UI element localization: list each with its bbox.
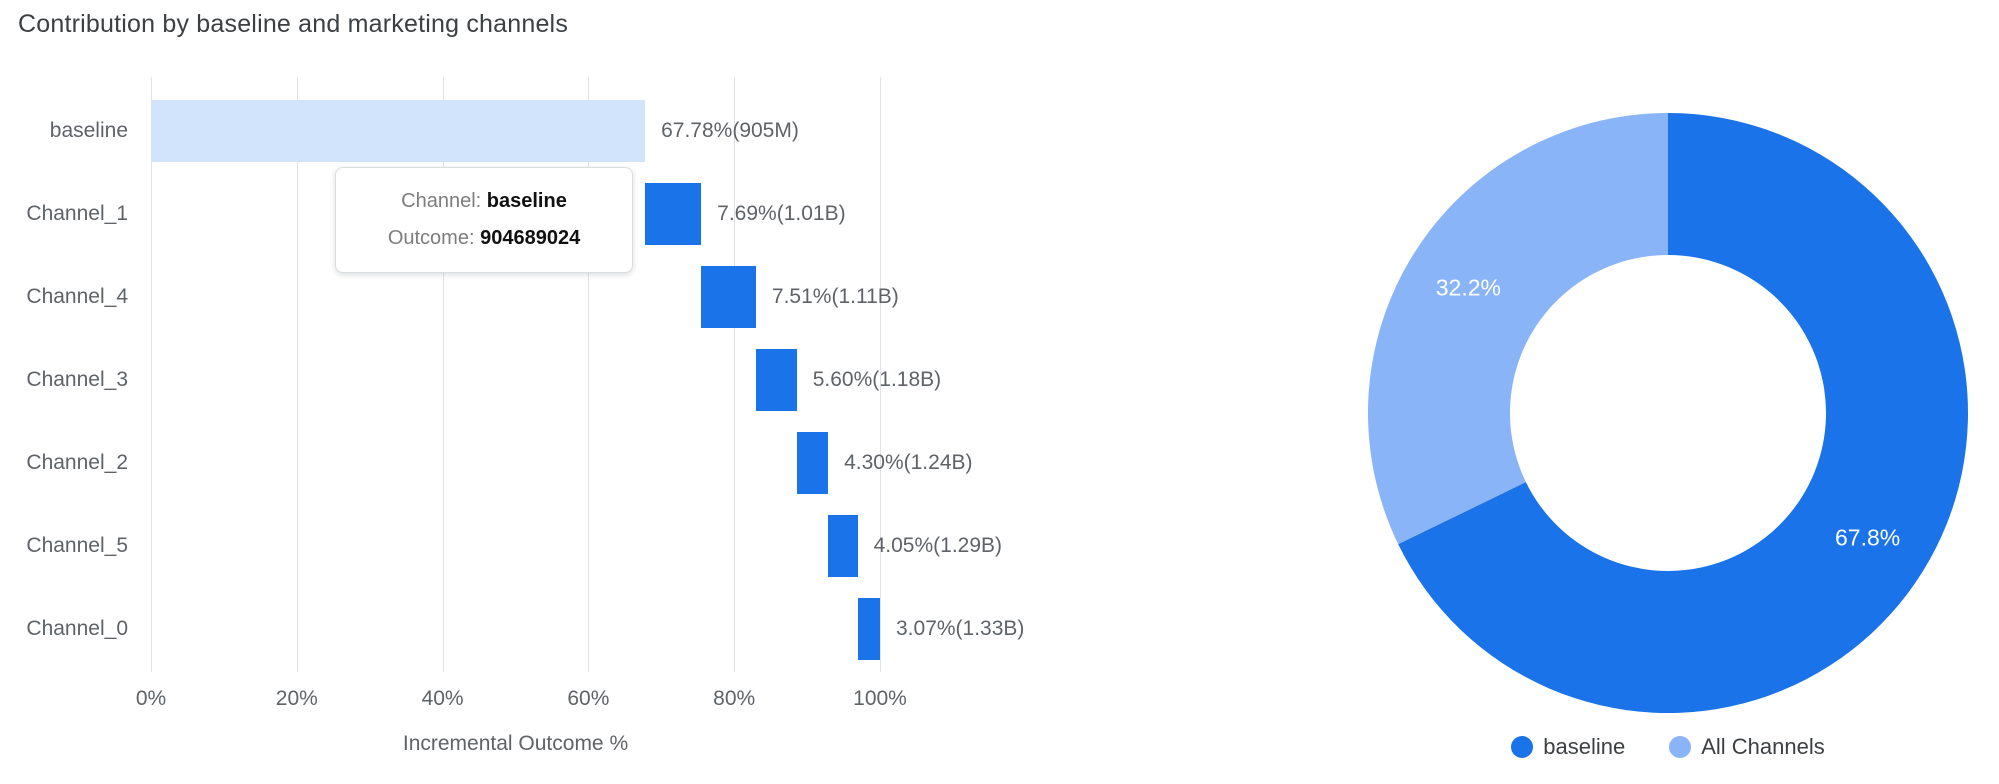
legend-item-all-channels[interactable]: All Channels xyxy=(1669,734,1825,760)
bar-category-label: Channel_1 xyxy=(26,202,128,225)
bar-category-label: Channel_4 xyxy=(26,285,128,308)
bar-category-label: Channel_2 xyxy=(26,451,128,474)
waterfall-bar-channel-1[interactable] xyxy=(645,183,702,245)
x-tick-label: 100% xyxy=(853,687,907,710)
x-tick-label: 40% xyxy=(421,687,464,710)
x-tick-label: 60% xyxy=(567,687,610,710)
page-title: Contribution by baseline and marketing c… xyxy=(18,10,569,38)
bar-value-label: 4.05%(1.29B) xyxy=(873,534,1003,557)
x-tick-label: 20% xyxy=(275,687,318,710)
donut-legend: baseline All Channels xyxy=(1348,730,1988,764)
waterfall-bar-chart: 0% 20% 40% 60% 80% 100% baseline 67.78%(905M) Ch… xyxy=(26,77,1025,710)
gridline xyxy=(734,77,736,672)
tooltip: Channel: baseline Outcome: 904689024 xyxy=(335,167,633,273)
donut-svg xyxy=(1368,113,1968,713)
legend-item-label: All Channels xyxy=(1701,734,1825,759)
waterfall-bar-channel-2[interactable] xyxy=(796,432,829,494)
x-axis-title: Incremental Outcome % xyxy=(402,732,629,755)
waterfall-bar-channel-0[interactable] xyxy=(857,598,880,660)
bar-category-label: Channel_3 xyxy=(26,368,128,391)
donut-slice-baseline[interactable] xyxy=(1398,113,1968,713)
tooltip-line-channel: Channel: baseline xyxy=(356,183,612,220)
donut-slice-label: 32.2% xyxy=(1435,274,1501,301)
legend-item-baseline[interactable]: baseline xyxy=(1511,734,1625,760)
gridline xyxy=(588,77,590,672)
gridline xyxy=(880,77,881,672)
legend-dot-icon xyxy=(1511,736,1534,758)
bar-category-label: baseline xyxy=(49,119,128,142)
x-tick-label: 0% xyxy=(135,687,167,710)
donut-chart: 67.8% 32.2% xyxy=(1348,93,1988,733)
waterfall-bar-baseline[interactable] xyxy=(151,100,646,162)
bar-value-label: 7.51%(1.11B) xyxy=(771,285,899,308)
gridline xyxy=(442,77,444,672)
tooltip-channel-label: Channel: xyxy=(401,190,482,212)
waterfall-bar-channel-4[interactable] xyxy=(701,266,756,328)
x-tick-label: 80% xyxy=(713,687,756,710)
bar-value-label: 5.60%(1.18B) xyxy=(812,368,942,391)
legend-dot-icon xyxy=(1669,736,1692,758)
tooltip-outcome-value: 904689024 xyxy=(480,227,581,249)
tooltip-channel-value: baseline xyxy=(486,190,567,212)
donut-slice-all-channels[interactable] xyxy=(1368,113,1668,545)
gridline xyxy=(151,77,152,672)
bar-value-label: 67.78%(905M) xyxy=(661,119,799,142)
waterfall-bar-channel-3[interactable] xyxy=(755,349,797,411)
bar-category-label: Channel_5 xyxy=(26,534,128,557)
bar-value-label: 7.69%(1.01B) xyxy=(717,202,846,225)
bar-value-label: 3.07%(1.33B) xyxy=(896,617,1025,640)
tooltip-outcome-label: Outcome: xyxy=(387,227,475,249)
gridline xyxy=(296,77,298,672)
donut-slice-label: 67.8% xyxy=(1835,524,1901,551)
legend-item-label: baseline xyxy=(1543,734,1626,759)
bar-value-label: 4.30%(1.24B) xyxy=(844,451,973,474)
waterfall-bar-channel-5[interactable] xyxy=(828,515,858,577)
bar-category-label: Channel_0 xyxy=(26,617,128,640)
tooltip-line-outcome: Outcome: 904689024 xyxy=(356,220,612,257)
